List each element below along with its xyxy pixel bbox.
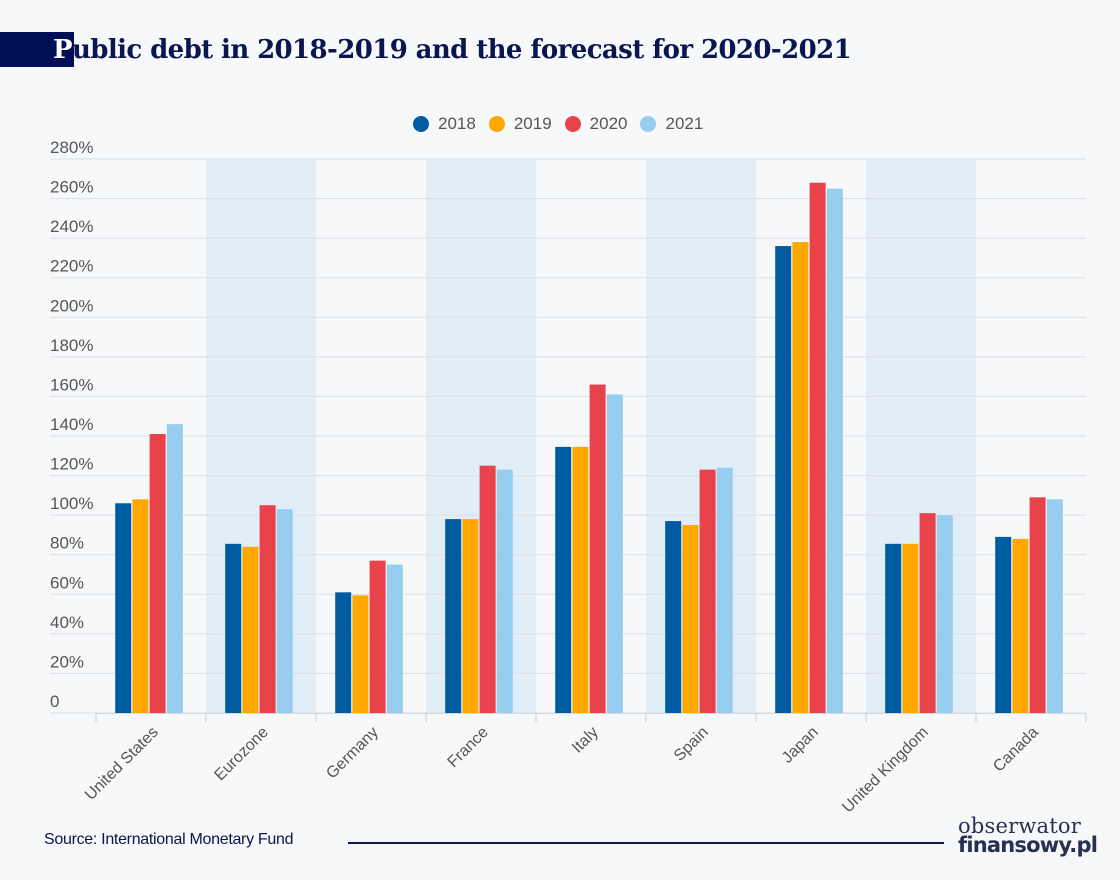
bar [335,592,352,713]
y-tick-label: 0 [50,692,59,711]
legend-item-2019: 2019 [488,114,552,134]
bar [225,543,242,713]
bar [259,505,276,713]
x-tick-label: United States [82,724,162,804]
source-note: Source: International Monetary Fund [44,831,294,848]
bar [936,515,953,713]
bar [276,509,293,713]
bar [885,543,902,713]
y-tick-label: 160% [50,375,93,394]
bar [555,446,572,713]
y-tick-label: 260% [50,178,93,197]
bar [479,465,496,713]
bar [775,246,792,714]
legend-label: 2018 [438,114,476,133]
footer-divider [348,842,944,844]
bar [826,188,843,713]
y-tick-label: 60% [50,573,84,592]
legend-label: 2020 [589,114,628,133]
x-tick-label: Spain [671,724,712,765]
bar [1029,497,1046,713]
bar [149,434,166,713]
bar [1012,538,1029,713]
y-tick-label: 180% [50,336,93,355]
bar [682,525,699,713]
bars [115,182,1063,714]
y-tick-label: 40% [50,613,84,632]
legend: 2018 2019 2020 2021 [413,114,716,134]
bar [166,424,183,713]
legend-item-2018: 2018 [413,114,476,134]
bar [369,560,386,713]
bar [589,384,606,713]
legend-label: 2021 [665,114,704,133]
y-tick-label: 120% [50,455,93,474]
legend-dot-icon [488,116,505,132]
bar [665,521,682,713]
x-tick-label: France [445,724,492,771]
legend-dot-icon [564,116,581,132]
legend-dot-icon [413,116,429,132]
bar [716,467,733,713]
bar [496,469,513,713]
title-first-letter: P [53,35,73,65]
bar [606,394,623,713]
bar [445,519,462,713]
x-tick-label: United Kingdom [839,724,932,817]
y-tick-label: 240% [50,217,93,236]
x-tick-label: Eurozone [211,724,272,785]
bar [995,536,1012,713]
bar [919,513,936,713]
bar [809,182,826,713]
y-tick-label: 220% [50,257,93,276]
bar [462,519,479,713]
chart-title: Public debt in 2018-2019 and the forecas… [53,30,852,70]
bar [352,595,369,713]
legend-dot-icon [640,116,657,132]
y-tick-label: 200% [50,296,93,315]
logo-line2: finansowy.pl [958,833,1098,857]
logo-line1: obserwator [958,814,1081,838]
brand-logo: obserwator finansowy.pl [958,814,1098,857]
y-tick-label: 280% [50,138,93,157]
x-tick-label: Germany [323,724,382,783]
y-tick-label: 100% [50,494,93,513]
bar [1046,499,1063,713]
y-tick-label: 140% [50,415,93,434]
bar [902,543,919,713]
bar [386,564,403,713]
legend-label: 2019 [513,114,552,133]
bar [792,242,809,713]
bar [572,446,589,713]
x-tick-label: Canada [990,724,1042,776]
bar [699,469,716,713]
title-text: ublic debt in 2018-2019 and the forecast… [71,35,852,65]
y-tick-label: 80% [50,534,84,553]
y-axis: 0 20% 40% 60% 80% 100% 120% 140% 160% 180% 200% 220… [50,138,93,711]
bar [132,499,149,713]
x-axis: United States Eurozone Germany France Italy S… [82,713,1087,817]
y-tick-label: 20% [50,652,84,671]
bar [115,503,132,713]
title-accent-bar [0,32,74,67]
legend-item-2020: 2020 [564,114,628,134]
x-tick-label: Italy [569,724,602,757]
bar [242,546,259,713]
legend-item-2021: 2021 [640,114,703,134]
x-tick-label: Japan [779,724,822,767]
